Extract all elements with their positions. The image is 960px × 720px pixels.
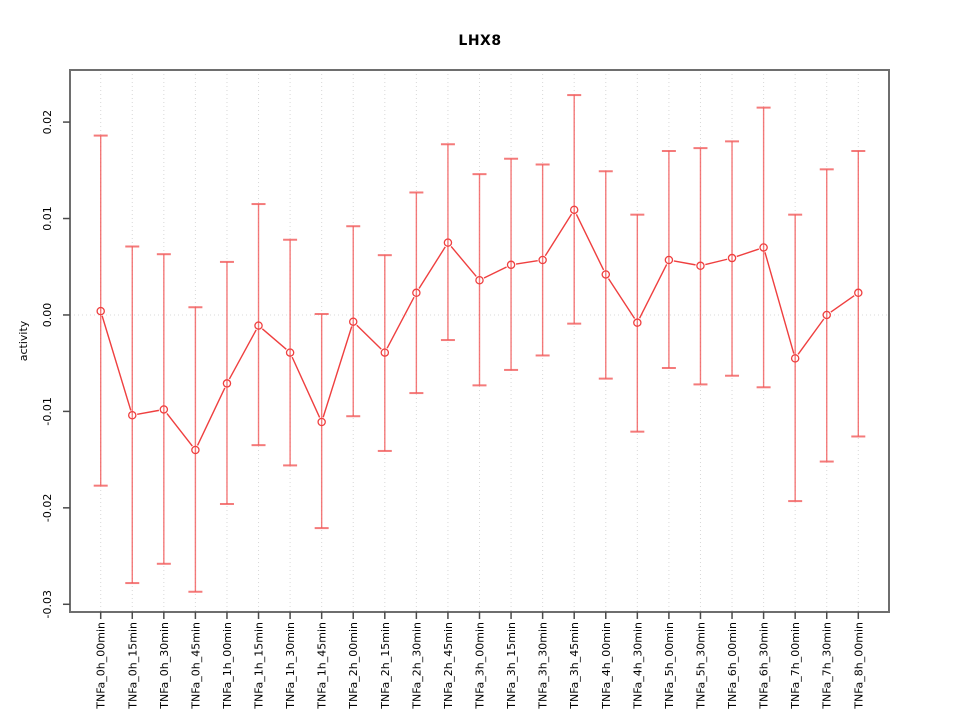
data-point <box>759 243 768 252</box>
data-point <box>128 411 137 420</box>
series-line-segment <box>638 264 668 319</box>
y-tick-label: -0.03 <box>41 590 54 618</box>
x-tick-label: TNFa_6h_00min <box>726 622 739 710</box>
series-line-segment <box>101 315 132 411</box>
series-line-segment <box>166 412 193 447</box>
x-tick-label: TNFa_3h_15min <box>505 622 518 710</box>
series-line-segment <box>322 326 353 418</box>
series-line-segment <box>196 387 226 446</box>
data-point <box>696 261 705 271</box>
series-line-segment <box>575 214 605 271</box>
data-point <box>317 417 326 427</box>
x-tick-label: TNFa_0h_45min <box>189 622 202 710</box>
data-point <box>633 318 642 327</box>
data-point <box>664 255 674 265</box>
x-tick-label: TNFa_3h_00min <box>474 622 487 710</box>
series-line-segment <box>705 258 728 266</box>
data-point <box>790 354 800 363</box>
y-tick-label: 0.01 <box>41 206 54 231</box>
x-tick-label: TNFa_3h_30min <box>537 622 550 710</box>
chart-title: LHX8 <box>458 33 502 49</box>
series-line-segment <box>137 409 160 416</box>
data-point <box>412 288 421 298</box>
series-line-segment <box>356 324 382 350</box>
series-line-segment <box>673 260 696 266</box>
series-line-segment <box>418 246 446 289</box>
y-axis-title: activity <box>17 320 30 361</box>
x-tick-label: TNFa_1h_15min <box>253 622 266 710</box>
y-tick-label: -0.02 <box>41 494 54 522</box>
data-point <box>475 275 484 285</box>
series-line-segment <box>261 328 287 350</box>
series-line-segment <box>764 252 795 354</box>
x-tick-label: TNFa_7h_30min <box>821 622 834 710</box>
series-line-segment <box>450 246 477 277</box>
data-point <box>569 205 579 215</box>
series-line-segment <box>386 296 415 349</box>
series-line-segment <box>736 248 760 258</box>
series-line-segment <box>515 260 538 265</box>
x-tick-label: TNFa_0h_15min <box>126 622 139 710</box>
y-tick-label: 0.00 <box>41 303 54 328</box>
data-point <box>285 348 295 357</box>
x-tick-label: TNFa_2h_15min <box>379 622 392 710</box>
series-line-segment <box>797 318 825 355</box>
data-point <box>348 317 358 326</box>
x-tick-label: TNFa_3h_45min <box>568 622 581 710</box>
x-tick-label: TNFa_5h_30min <box>694 622 707 710</box>
data-point <box>443 238 453 247</box>
x-tick-label: TNFa_2h_30min <box>410 622 423 710</box>
series-line-segment <box>483 266 507 279</box>
data-point <box>380 348 390 357</box>
series-line-segment <box>544 213 573 257</box>
x-tick-label: TNFa_1h_45min <box>316 622 329 710</box>
data-point <box>254 321 263 330</box>
series-line-segment <box>830 295 855 313</box>
x-tick-label: TNFa_8h_00min <box>852 622 865 710</box>
x-tick-label: TNFa_7h_00min <box>789 622 802 710</box>
data-point <box>822 310 831 320</box>
x-tick-label: TNFa_4h_00min <box>600 622 613 710</box>
x-tick-label: TNFa_1h_30min <box>284 622 297 710</box>
x-tick-label: TNFa_0h_00min <box>95 622 108 710</box>
series-line-segment <box>291 356 321 418</box>
x-tick-label: TNFa_1h_00min <box>221 622 234 710</box>
x-tick-label: TNFa_2h_00min <box>347 622 360 710</box>
x-tick-label: TNFa_6h_30min <box>758 622 771 710</box>
data-point <box>222 379 232 388</box>
y-tick-label: 0.02 <box>41 110 54 135</box>
data-point <box>159 405 169 414</box>
series-line-segment <box>607 278 636 319</box>
data-point <box>191 445 200 455</box>
x-tick-label: TNFa_2h_45min <box>442 622 455 710</box>
x-tick-label: TNFa_5h_00min <box>663 622 676 710</box>
data-point <box>506 260 516 270</box>
data-point <box>854 288 863 298</box>
x-tick-label: TNFa_0h_30min <box>158 622 171 710</box>
data-point <box>601 270 611 279</box>
y-tick-label: -0.01 <box>41 397 54 425</box>
x-tick-label: TNFa_4h_30min <box>631 622 644 710</box>
data-point <box>727 253 737 263</box>
series-line-segment <box>228 329 257 380</box>
data-point <box>96 306 105 316</box>
data-point <box>538 255 547 265</box>
